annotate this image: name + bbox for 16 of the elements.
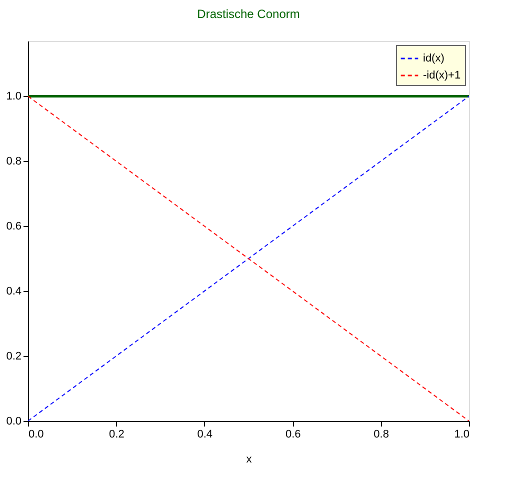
legend-label: id(x)	[423, 52, 444, 64]
chart-title: Drastische Conorm	[197, 7, 300, 21]
x-tick-label: 0.6	[285, 428, 301, 440]
x-axis-title: x	[246, 454, 252, 466]
y-tick-label: 0.6	[6, 220, 22, 233]
y-tick-label: 0.2	[6, 350, 22, 363]
y-tick-label: 0.8	[6, 156, 22, 168]
legend-label: -id(x)+1	[423, 70, 461, 82]
x-tick-label: 1.0	[454, 428, 470, 440]
y-tick-label: 0.0	[6, 416, 22, 428]
x-tick-label: 0.2	[109, 428, 124, 440]
y-tick-label: 0.4	[6, 286, 22, 298]
y-tick-label: 1.0	[6, 90, 22, 103]
x-tick-label: 0.0	[28, 428, 44, 440]
x-tick-label: 0.8	[374, 428, 389, 440]
x-tick-label: 0.4	[197, 428, 213, 440]
